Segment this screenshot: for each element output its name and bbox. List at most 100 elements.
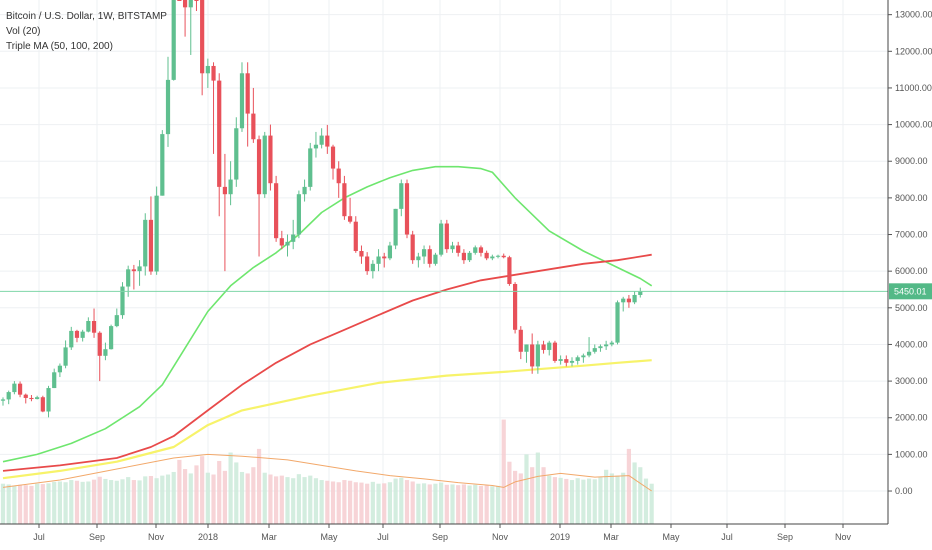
volume-bar xyxy=(643,478,649,524)
time-axis-tick-label: Nov xyxy=(148,532,165,542)
candle xyxy=(103,342,108,361)
candle xyxy=(222,153,228,272)
volume-bar xyxy=(188,473,193,524)
candle-body xyxy=(416,256,421,261)
candle xyxy=(467,251,472,262)
price-axis-tick-label: 6000.00 xyxy=(895,266,928,276)
price-axis[interactable]: 13000.00 12000.00 11000.00 10000.00 9000.00 8… xyxy=(887,0,932,550)
volume-bar xyxy=(450,484,455,524)
candle xyxy=(535,340,540,374)
volume-bar xyxy=(467,485,472,524)
candle-body xyxy=(564,359,569,363)
candle xyxy=(552,340,558,363)
candle-body xyxy=(353,221,358,252)
legend-symbol[interactable]: Bitcoin / U.S. Dollar, 1W, BITSTAMP xyxy=(6,11,167,22)
volume-bar xyxy=(558,477,563,524)
candle-body xyxy=(427,249,432,264)
candle-body xyxy=(450,245,455,250)
time-axis-tick-label: Jul xyxy=(33,532,45,542)
candle xyxy=(211,62,216,154)
candle-body xyxy=(507,257,512,284)
candle xyxy=(456,241,461,257)
volume-bar xyxy=(569,480,575,524)
volume-bar xyxy=(160,475,165,524)
volume-bar xyxy=(598,477,603,524)
volume-bar xyxy=(387,482,393,524)
candle xyxy=(598,344,603,352)
volume-bar xyxy=(239,471,245,524)
volume-bar xyxy=(165,474,171,524)
candle xyxy=(234,117,239,187)
candle-body xyxy=(165,79,171,135)
candle xyxy=(330,144,336,180)
volume-bar xyxy=(40,484,45,524)
volume-ma-line xyxy=(2,453,652,492)
candle-body xyxy=(74,330,80,338)
candle-body xyxy=(558,359,563,361)
candle-body xyxy=(109,326,114,350)
candle-body xyxy=(200,0,205,74)
candle-body xyxy=(592,348,597,352)
candle xyxy=(74,329,80,343)
candle xyxy=(370,260,375,279)
candle xyxy=(239,62,245,132)
candle-body xyxy=(609,342,614,345)
volume-bar xyxy=(313,478,319,524)
candle-body xyxy=(137,266,142,272)
candle-body xyxy=(365,256,370,272)
volume-bar xyxy=(0,483,6,524)
candle-body xyxy=(256,139,262,195)
volume-bar xyxy=(274,476,279,524)
candle xyxy=(148,196,154,275)
candle-body xyxy=(97,332,102,356)
candle xyxy=(564,355,569,367)
volume-bar xyxy=(530,467,535,524)
volume-bar xyxy=(114,480,119,524)
candle-body xyxy=(484,252,489,259)
candle-body xyxy=(393,208,398,246)
volume-bar xyxy=(285,477,290,524)
candle xyxy=(245,62,250,147)
candle xyxy=(439,219,444,257)
candle xyxy=(0,397,6,406)
candle xyxy=(410,230,415,264)
time-axis[interactable]: Jul Sep Nov 2018 Mar May Jul Sep Nov 2019 Mar May Ju… xyxy=(0,523,932,550)
price-axis-tick-label: 13000.00 xyxy=(895,10,932,20)
candle-body xyxy=(473,247,478,253)
volume-bar xyxy=(74,480,80,524)
candle-body xyxy=(581,355,586,358)
candle xyxy=(285,234,290,257)
volume-bar xyxy=(143,476,148,524)
candlesticks xyxy=(0,0,643,418)
candle-body xyxy=(52,372,57,389)
volume-bar xyxy=(12,485,17,524)
candle-body xyxy=(0,399,6,401)
candle xyxy=(131,264,136,290)
candle-body xyxy=(251,113,256,140)
legend-moving-averages[interactable]: Triple MA (50, 100, 200) xyxy=(6,41,113,52)
candle xyxy=(52,368,57,389)
price-axis-tick-label: 5000.00 xyxy=(895,303,928,313)
candle-body xyxy=(547,342,552,350)
candle-body xyxy=(376,256,381,264)
candle xyxy=(632,291,637,305)
time-axis-tick-label: 2018 xyxy=(198,532,218,542)
volume-bar xyxy=(80,481,85,524)
volume-bar xyxy=(626,448,631,524)
legend-volume[interactable]: Vol (20) xyxy=(6,26,41,37)
candle-body xyxy=(40,397,45,412)
candle xyxy=(421,245,427,264)
volume-bar xyxy=(319,480,324,524)
candle-body xyxy=(638,291,643,295)
volume-bar xyxy=(268,474,273,524)
candle xyxy=(319,128,324,149)
candle-body xyxy=(17,383,23,395)
candle xyxy=(404,179,410,239)
time-axis-tick-label: Sep xyxy=(432,532,448,542)
volume-bar xyxy=(649,483,654,524)
candle xyxy=(365,252,370,275)
last-price-tag: 5450.01 xyxy=(889,283,932,300)
candle-body xyxy=(319,135,324,145)
candle xyxy=(484,250,489,261)
